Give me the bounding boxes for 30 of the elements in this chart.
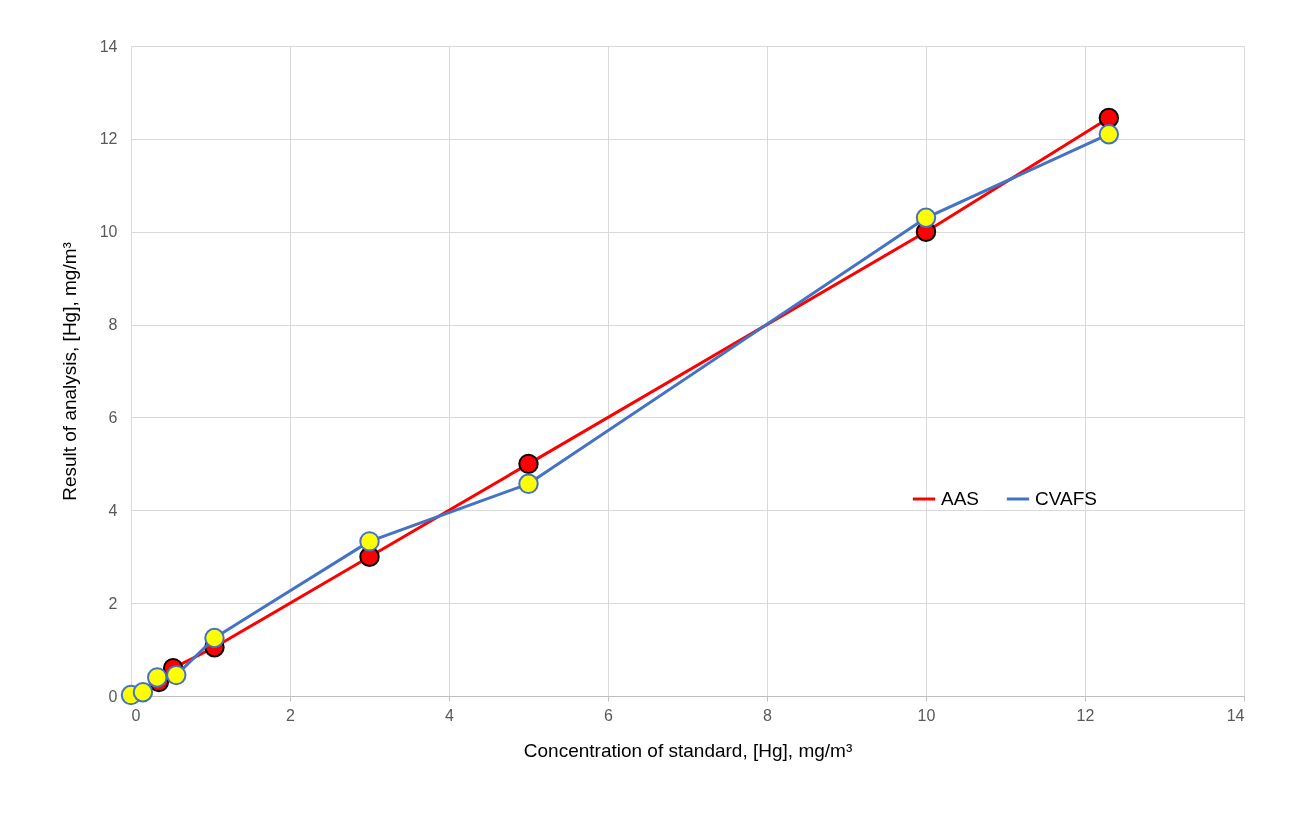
- y-axis-title: Result of analysis, [Hg], mg/m³: [58, 242, 80, 501]
- point: [915, 207, 937, 228]
- x-tick-label: 12: [1076, 706, 1095, 724]
- x-tick-label: 0: [131, 706, 141, 724]
- y-tick-label: 10: [99, 223, 118, 241]
- y-tick-label: 12: [99, 130, 118, 148]
- y-tick-label: 8: [108, 316, 118, 334]
- x-tick-label: 4: [445, 706, 455, 724]
- x-tick-label: 2: [286, 706, 296, 724]
- point: [1098, 107, 1120, 129]
- point: [132, 682, 154, 703]
- y-tick-label: 14: [99, 37, 118, 55]
- point: [166, 664, 187, 686]
- x-tick-label: 10: [917, 706, 936, 724]
- point: [518, 473, 539, 495]
- point: [359, 531, 380, 552]
- point: [204, 627, 225, 649]
- x-axis-title: Concentration of standard, [Hg], mg/m³: [523, 739, 853, 761]
- point: [518, 453, 539, 475]
- y-tick-label: 2: [108, 594, 118, 612]
- y-tick-label: 6: [108, 408, 118, 426]
- legend-label: AAS: [941, 488, 980, 509]
- point: [147, 667, 168, 688]
- point: [1098, 124, 1120, 145]
- y-tick-label: 4: [108, 501, 118, 519]
- x-tick-label: 14: [1226, 706, 1245, 724]
- legend-label: CVAFS: [1035, 488, 1097, 509]
- y-tick-label: 0: [108, 687, 118, 705]
- x-tick-label: 6: [604, 706, 614, 724]
- x-tick-label: 8: [763, 706, 773, 724]
